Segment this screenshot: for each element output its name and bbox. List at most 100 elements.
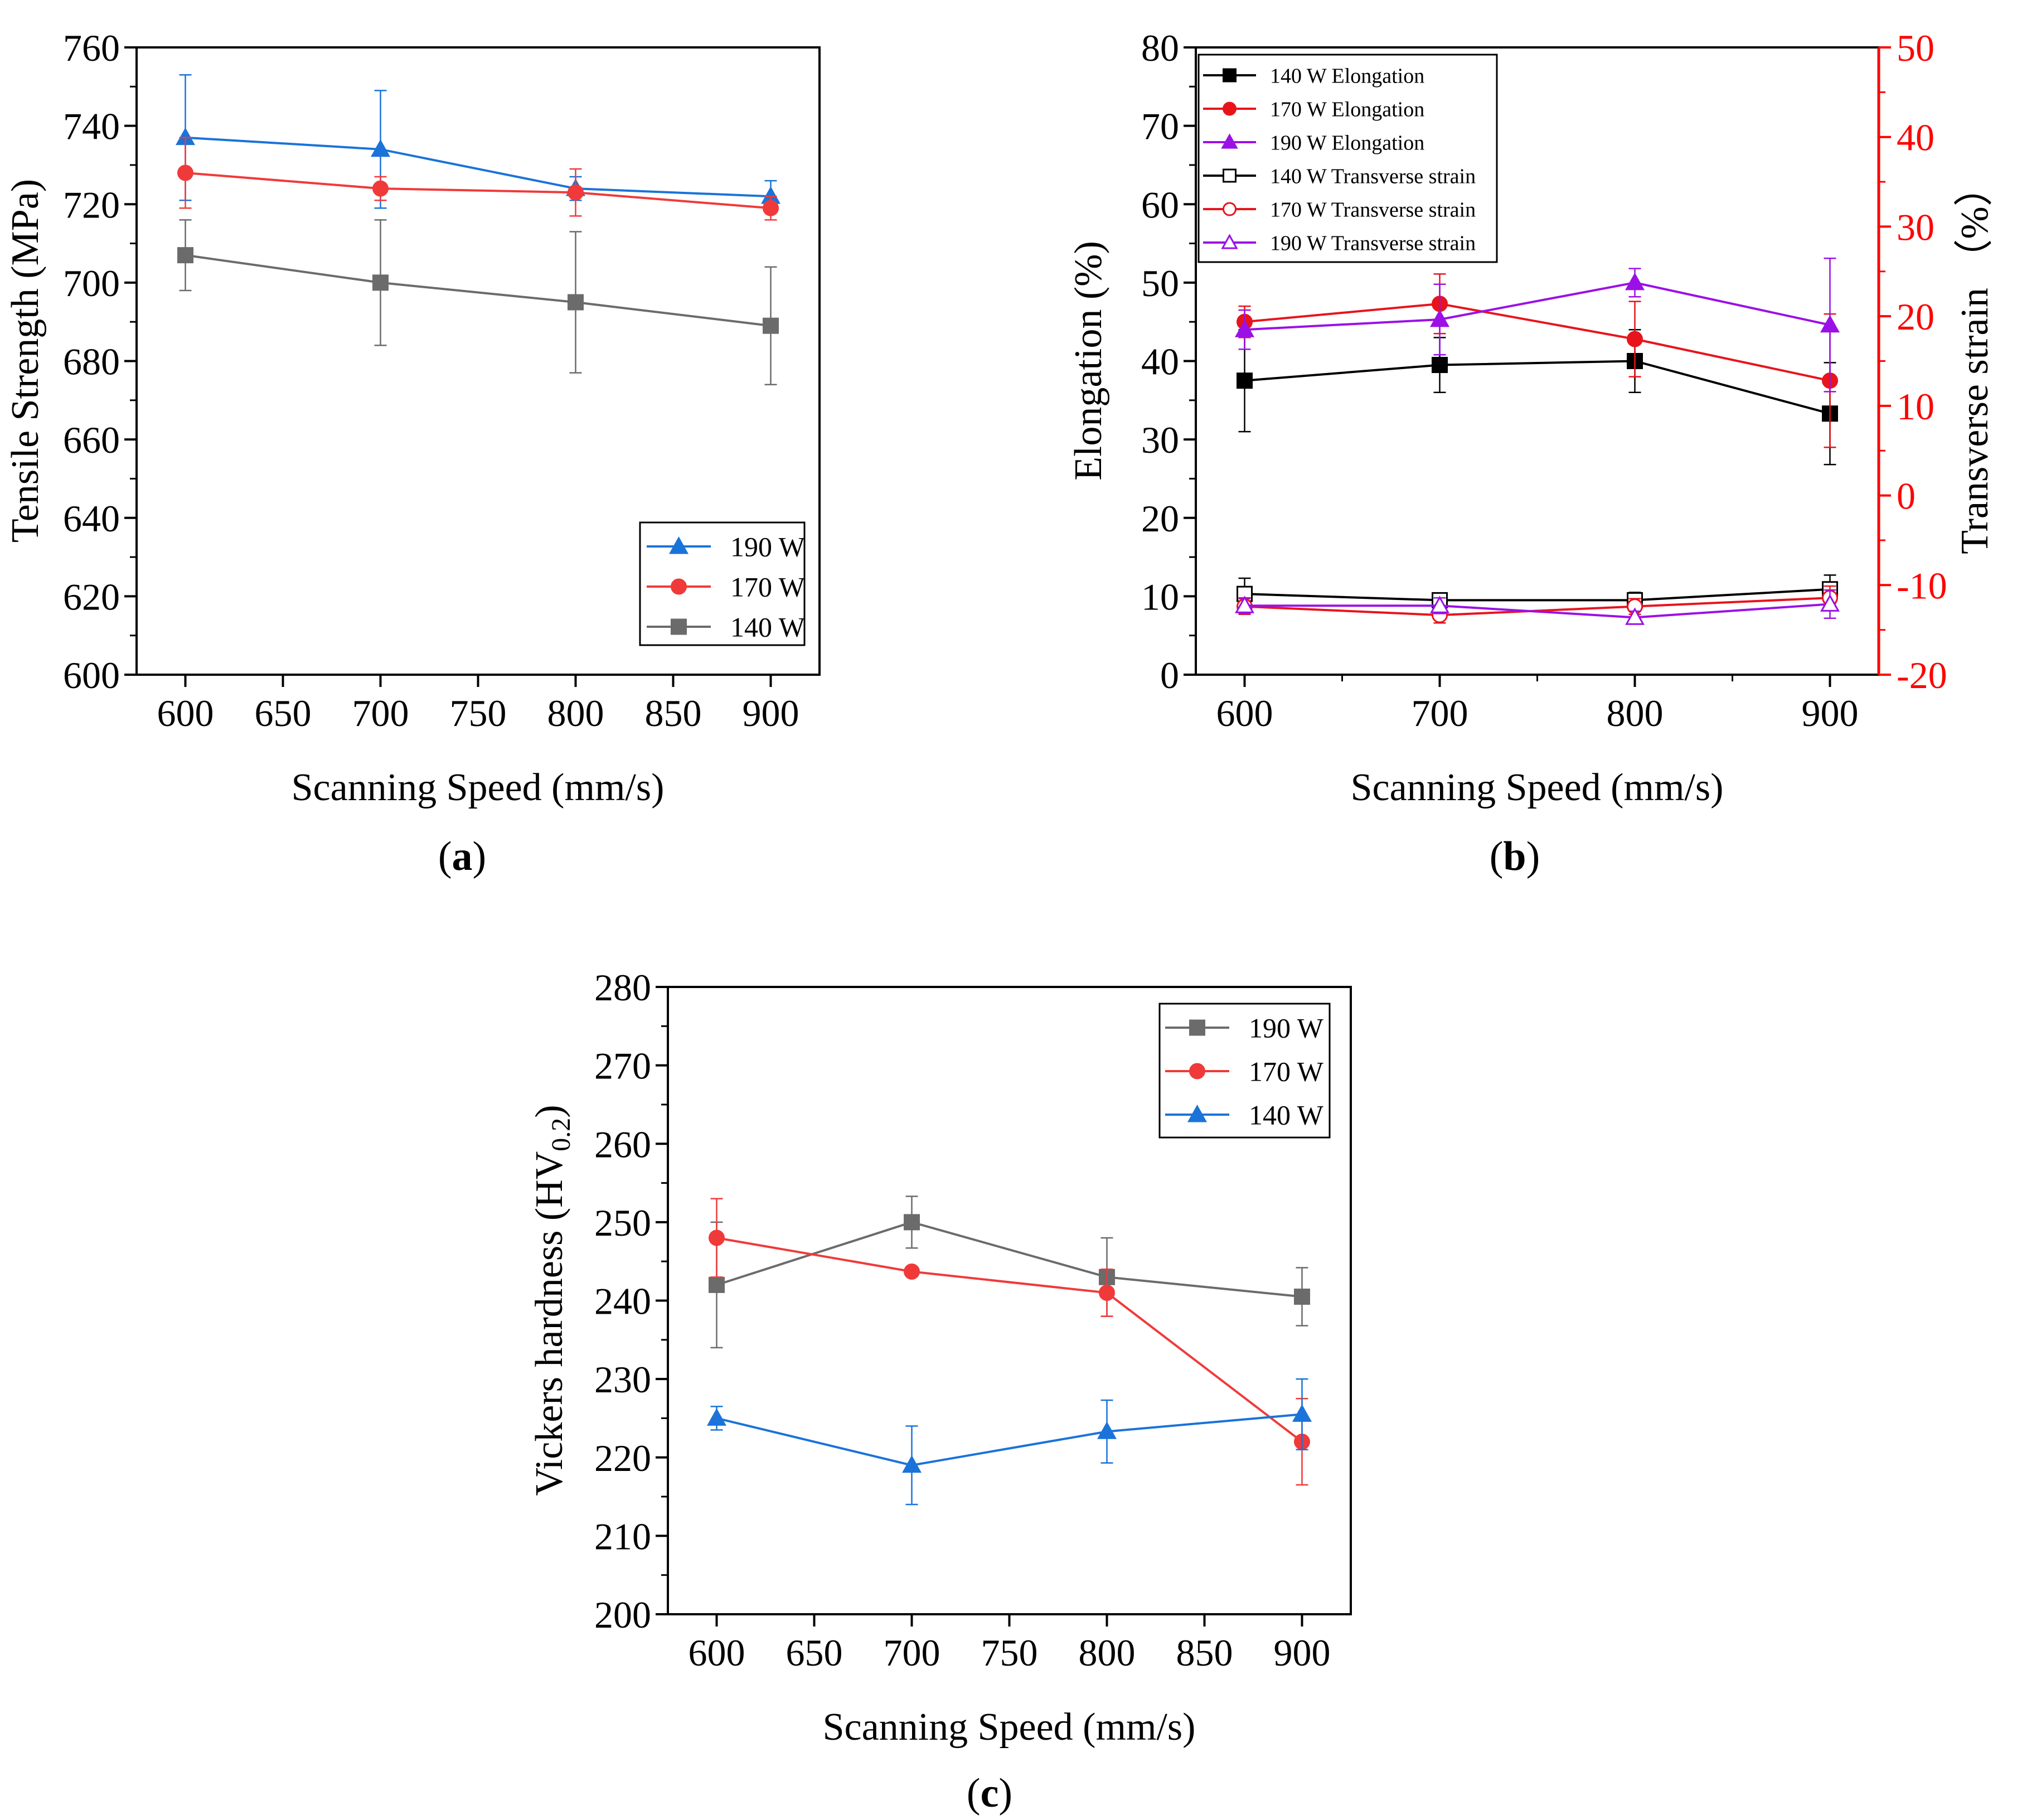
chart-c-y-tick-label: 240 bbox=[594, 1280, 651, 1323]
chart-c-tick-labels: 600 650 700 750 800 850 900 200 210 220 230 240 250 2… bbox=[594, 966, 1331, 1674]
chart-b-ticks bbox=[1184, 46, 1891, 687]
chart-c-data-point bbox=[904, 1214, 920, 1231]
chart-a-series-line bbox=[185, 172, 771, 210]
chart-b-legend-label: 170 W Transverse strain bbox=[1270, 198, 1476, 221]
chart-b-legend-label: 190 W Elongation bbox=[1270, 131, 1424, 154]
chart-a-y-tick-label: 600 bbox=[63, 654, 120, 696]
chart-b-right-y-tick-label: 0 bbox=[1897, 475, 1916, 517]
chart-b-legend-items: 140 W Elongation 170 W Elongation 190 W El… bbox=[1203, 64, 1476, 255]
chart-b-series-line bbox=[1244, 281, 1830, 331]
chart-c: 600 650 700 750 800 850 900 200 210 220 230 240 250 2… bbox=[528, 966, 1352, 1816]
chart-b-data-point bbox=[1820, 314, 1840, 333]
chart-b-right-y-tick-label: 30 bbox=[1897, 206, 1934, 248]
chart-b-data-point bbox=[1235, 320, 1254, 337]
chart-a-x-tick-label: 900 bbox=[743, 692, 799, 734]
chart-b-y-tick-label: 70 bbox=[1141, 105, 1179, 148]
chart-c-x-tick-label: 700 bbox=[884, 1632, 940, 1674]
chart-b-legend-marker bbox=[1223, 68, 1237, 83]
chart-a-data-point bbox=[568, 294, 584, 311]
chart-a-y-tick-label: 720 bbox=[63, 183, 120, 226]
chart-b-tick-labels: 600 700 800 900 0 10 20 30 40 50 60 70 80 -20 -10 0 10 20… bbox=[1141, 27, 1947, 734]
chart-b-series bbox=[1235, 258, 1840, 625]
chart-c-x-tick-label: 650 bbox=[786, 1632, 843, 1674]
chart-b-right-y-tick-label: 10 bbox=[1897, 385, 1934, 428]
chart-c-legend-marker bbox=[1187, 1104, 1207, 1122]
chart-a-series-line bbox=[185, 254, 771, 327]
chart-a-series-line bbox=[185, 136, 771, 198]
chart-b-data-point bbox=[1627, 331, 1643, 347]
chart-c-x-tick-label: 600 bbox=[689, 1632, 745, 1674]
chart-b-right-y-tick-label: 20 bbox=[1897, 296, 1934, 338]
chart-a-data-point bbox=[371, 139, 390, 157]
chart-b-legend-label: 170 W Elongation bbox=[1270, 98, 1424, 121]
chart-a-y-tick-label: 640 bbox=[63, 497, 120, 540]
chart-b-data-point bbox=[1430, 309, 1449, 327]
chart-a-data-point bbox=[372, 274, 389, 291]
chart-b-legend-marker bbox=[1223, 168, 1237, 183]
chart-c-data-point bbox=[709, 1230, 725, 1246]
chart-c-y-tick-label: 260 bbox=[594, 1123, 651, 1165]
chart-a-data-point bbox=[763, 317, 779, 334]
chart-b-y-tick-label: 10 bbox=[1141, 575, 1179, 618]
chart-b-right-y-tick-label: -20 bbox=[1897, 654, 1947, 696]
chart-a-y-tick-label: 700 bbox=[63, 262, 120, 304]
chart-a: 600 650 700 750 800 850 900 600 620 640 660 680 700 7… bbox=[4, 27, 821, 879]
chart-a-legend-label: 190 W bbox=[730, 531, 806, 563]
chart-c-legend-label: 190 W bbox=[1249, 1013, 1324, 1044]
chart-a-data-point bbox=[568, 184, 584, 201]
chart-b-x-tick-label: 600 bbox=[1216, 692, 1273, 734]
chart-b: 600 700 800 900 0 10 20 30 40 50 60 70 80 -20 -10 0 10 20… bbox=[1067, 27, 1996, 879]
chart-a-y-tick-label: 680 bbox=[63, 341, 120, 383]
chart-b-data-point bbox=[1432, 357, 1448, 374]
chart-a-y-tick-label: 760 bbox=[63, 27, 120, 69]
chart-b-series-1 bbox=[1237, 329, 1838, 466]
chart-b-y-tick-label: 40 bbox=[1141, 341, 1179, 383]
chart-a-legend-marker bbox=[671, 618, 687, 635]
chart-a-plot-frame bbox=[135, 46, 821, 676]
chart-a-series-2 bbox=[177, 137, 779, 221]
chart-b-x-tick-label: 800 bbox=[1607, 692, 1664, 734]
chart-a-data-point bbox=[177, 247, 193, 264]
chart-b-caption: (b) bbox=[1490, 834, 1540, 879]
chart-c-series-line bbox=[716, 1221, 1302, 1298]
chart-c-data-point bbox=[1292, 1404, 1312, 1422]
chart-b-legend-label: 190 W Transverse strain bbox=[1270, 231, 1476, 255]
chart-b-series-3 bbox=[1235, 258, 1840, 393]
chart-a-legend-marker bbox=[671, 578, 687, 595]
chart-b-x-tick-label: 900 bbox=[1802, 692, 1859, 734]
chart-a-x-tick-label: 850 bbox=[645, 692, 702, 734]
chart-b-right-y-tick-label: 40 bbox=[1897, 117, 1934, 159]
chart-c-data-point bbox=[709, 1276, 725, 1293]
chart-c-y-tick-label: 270 bbox=[594, 1045, 651, 1087]
chart-b-legend-marker bbox=[1221, 234, 1238, 249]
chart-c-x-tick-label: 900 bbox=[1274, 1632, 1331, 1674]
chart-b-series-5 bbox=[1237, 585, 1838, 624]
chart-b-right-y-axis-label: Transverse strain （%） bbox=[1953, 167, 1996, 554]
chart-c-y-tick-label: 280 bbox=[594, 966, 651, 1009]
chart-c-series bbox=[707, 1195, 1312, 1506]
chart-c-data-point bbox=[1294, 1288, 1310, 1305]
chart-b-data-point bbox=[1625, 272, 1645, 291]
chart-c-x-tick-label: 800 bbox=[1079, 1632, 1136, 1674]
chart-a-data-point bbox=[177, 164, 193, 181]
chart-b-right-y-tick-label: -10 bbox=[1897, 564, 1947, 607]
chart-a-caption: (a) bbox=[438, 834, 486, 879]
chart-a-series-3 bbox=[177, 219, 779, 385]
chart-b-series-line bbox=[1244, 302, 1830, 382]
chart-b-series-line bbox=[1244, 603, 1830, 619]
chart-a-y-axis-label: Tensile Strength (MPa) bbox=[4, 179, 47, 543]
chart-c-x-tick-label: 850 bbox=[1176, 1632, 1233, 1674]
chart-b-y-axis-label: Elongation (%) bbox=[1067, 241, 1110, 481]
chart-a-x-tick-label: 650 bbox=[255, 692, 312, 734]
chart-b-series-line bbox=[1244, 588, 1830, 602]
chart-a-tick-labels: 600 650 700 750 800 850 900 600 620 640 660 680 700 7… bbox=[63, 27, 799, 734]
chart-b-data-point bbox=[1430, 596, 1449, 613]
chart-c-y-tick-label: 210 bbox=[594, 1515, 651, 1557]
chart-b-data-point bbox=[1237, 372, 1253, 389]
chart-b-x-axis-label: Scanning Speed (mm/s) bbox=[1351, 766, 1724, 809]
chart-c-series-line bbox=[716, 1237, 1303, 1443]
chart-a-data-point bbox=[372, 180, 389, 197]
chart-b-series-line bbox=[1244, 360, 1831, 415]
chart-b-y-tick-label: 80 bbox=[1141, 27, 1179, 69]
